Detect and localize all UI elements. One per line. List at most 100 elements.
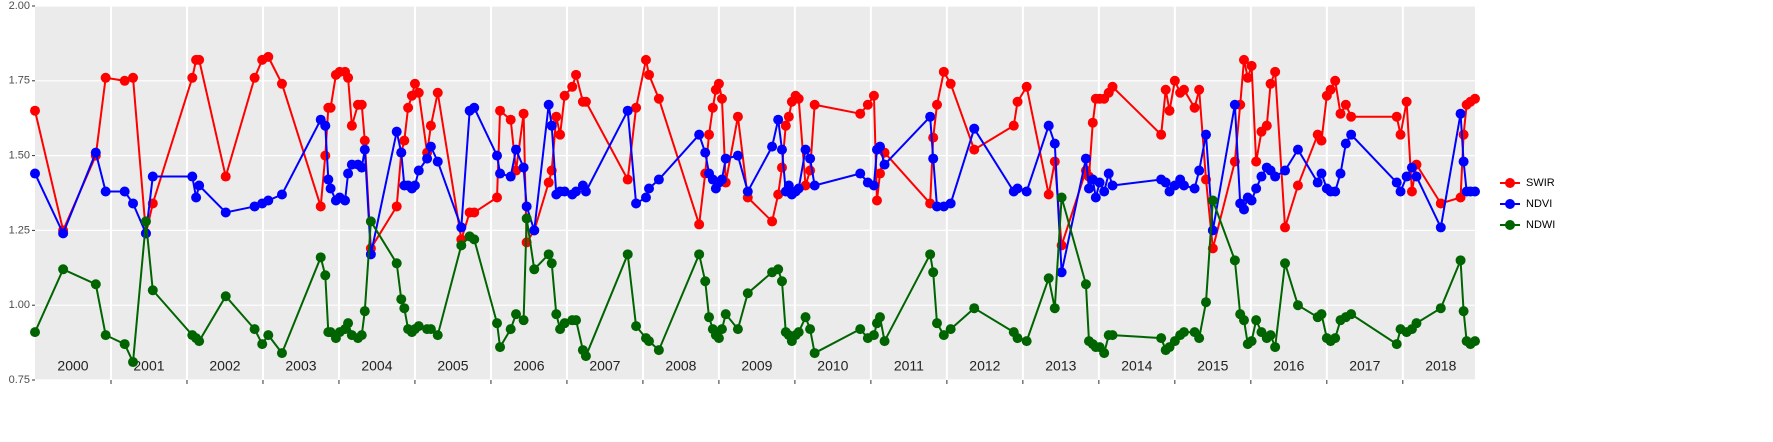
data-point [1103, 168, 1114, 179]
data-point [1056, 192, 1067, 203]
data-point [1280, 258, 1291, 269]
data-point [1435, 198, 1446, 209]
data-point [1178, 327, 1189, 338]
data-point [643, 336, 654, 347]
data-point [425, 120, 436, 131]
data-point [1238, 204, 1249, 215]
data-point [276, 189, 287, 200]
data-point [315, 252, 326, 263]
data-point [1164, 105, 1175, 116]
data-point [1395, 129, 1406, 140]
data-point [1316, 309, 1327, 320]
year-label: 2007 [589, 358, 620, 374]
data-point [263, 330, 274, 341]
data-point [945, 198, 956, 209]
data-point [546, 120, 557, 131]
data-point [1346, 111, 1357, 122]
data-point [119, 186, 130, 197]
data-point [1087, 117, 1098, 128]
data-point [1229, 99, 1240, 110]
data-point [928, 153, 939, 164]
data-point [742, 288, 753, 299]
data-point [776, 144, 787, 155]
data-point [1346, 129, 1357, 140]
data-point [707, 102, 718, 113]
data-point [1340, 138, 1351, 149]
data-point [875, 312, 886, 323]
data-point [1099, 348, 1110, 359]
data-point [1156, 129, 1167, 140]
data-point [409, 78, 420, 89]
data-point [456, 240, 467, 251]
data-point [1207, 225, 1218, 236]
data-point [1330, 75, 1341, 86]
data-point [492, 150, 503, 161]
data-point [694, 249, 705, 260]
data-point [1049, 138, 1060, 149]
data-point [1316, 168, 1327, 179]
data-point [187, 72, 198, 83]
data-point [518, 162, 529, 173]
data-point [622, 174, 633, 185]
data-point [631, 198, 642, 209]
data-point [495, 342, 506, 353]
data-point [1470, 93, 1480, 104]
data-point [1292, 144, 1303, 155]
year-label: 2002 [209, 358, 240, 374]
data-point [732, 324, 743, 335]
data-point [432, 87, 443, 98]
legend-marker [1505, 199, 1515, 209]
data-point [492, 192, 503, 203]
legend-label: NDVI [1526, 198, 1552, 210]
data-point [30, 168, 40, 179]
data-point [1391, 177, 1402, 188]
data-point [1455, 108, 1466, 119]
data-point [356, 330, 367, 341]
data-point [30, 105, 40, 116]
data-point [1401, 171, 1412, 182]
data-point [425, 141, 436, 152]
data-point [1200, 129, 1211, 140]
data-point [551, 309, 562, 320]
data-point [343, 318, 354, 329]
data-point [1021, 336, 1032, 347]
data-point [128, 72, 139, 83]
data-point [320, 150, 331, 161]
year-label: 2001 [133, 358, 164, 374]
data-point [653, 174, 664, 185]
data-point [128, 198, 139, 209]
data-point [1292, 180, 1303, 191]
data-point [100, 72, 111, 83]
data-point [1194, 333, 1205, 344]
data-point [732, 150, 743, 161]
data-point [1340, 99, 1351, 110]
data-point [925, 249, 936, 260]
data-point [653, 345, 664, 356]
data-point [1458, 129, 1469, 140]
data-point [391, 201, 402, 212]
data-point [855, 168, 866, 179]
data-point [879, 336, 890, 347]
data-point [1292, 300, 1303, 311]
data-point [855, 324, 866, 335]
data-point [220, 291, 231, 302]
data-point [529, 225, 540, 236]
data-point [783, 180, 794, 191]
data-point [800, 312, 811, 323]
data-point [194, 54, 205, 65]
data-point [1411, 318, 1422, 329]
data-point [340, 195, 351, 206]
data-point [391, 126, 402, 137]
data-point [1246, 195, 1257, 206]
data-point [100, 186, 111, 197]
data-point [931, 318, 942, 329]
data-point [773, 189, 784, 200]
data-point [413, 321, 424, 332]
data-point [320, 120, 331, 131]
data-point [805, 153, 816, 164]
data-point [1330, 186, 1341, 197]
data-point [643, 69, 654, 80]
data-point [1270, 171, 1281, 182]
data-point [622, 249, 633, 260]
data-point [559, 90, 570, 101]
